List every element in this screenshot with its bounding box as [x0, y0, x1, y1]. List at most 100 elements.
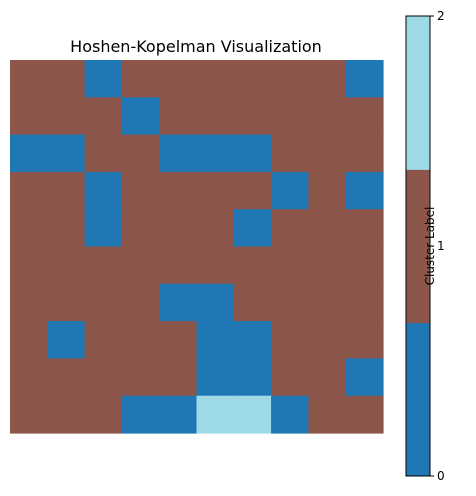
- heatmap-cell: [233, 321, 272, 359]
- heatmap-cell: [196, 246, 235, 285]
- heatmap-cell: [345, 209, 384, 248]
- heatmap-cell: [233, 97, 272, 136]
- heatmap-cell: [121, 246, 160, 285]
- heatmap-cell: [159, 171, 198, 210]
- heatmap-cell: [121, 97, 160, 136]
- heatmap-cell: [233, 171, 272, 210]
- heatmap-cell: [121, 209, 160, 248]
- colorbar-tick-label: 1: [437, 239, 445, 253]
- heatmap-cell: [345, 358, 384, 397]
- heatmap-cell: [196, 395, 235, 434]
- heatmap-grid: [10, 60, 384, 434]
- heatmap-cell: [233, 209, 272, 248]
- heatmap-cell: [345, 171, 384, 210]
- heatmap-cell: [308, 60, 347, 98]
- heatmap-cell: [271, 97, 309, 136]
- heatmap-cell: [121, 60, 160, 98]
- heatmap-cell: [271, 134, 309, 173]
- heatmap-cell: [308, 283, 347, 322]
- heatmap-cell: [196, 97, 235, 136]
- heatmap-cell: [345, 395, 384, 434]
- colorbar-tick-label: 2: [437, 9, 445, 23]
- colorbar-segment: [406, 322, 430, 477]
- heatmap-cell: [233, 395, 272, 434]
- heatmap-cell: [47, 97, 86, 136]
- heatmap-cell: [84, 60, 123, 98]
- heatmap-cell: [233, 134, 272, 173]
- heatmap-cell: [84, 358, 123, 397]
- heatmap-cell: [159, 246, 198, 285]
- heatmap-cell: [271, 395, 309, 434]
- heatmap-cell: [47, 395, 86, 434]
- colorbar-tick-label: 0: [437, 469, 445, 483]
- heatmap-cell: [159, 358, 198, 397]
- heatmap-cell: [10, 358, 48, 397]
- chart-title: Hoshen-Kopelman Visualization: [70, 37, 322, 56]
- heatmap-cell: [84, 283, 123, 322]
- heatmap-cell: [10, 171, 48, 210]
- colorbar-label: Cluster Label: [423, 207, 437, 286]
- heatmap-cell: [271, 209, 309, 248]
- heatmap-cell: [47, 283, 86, 322]
- heatmap-cell: [47, 171, 86, 210]
- heatmap-cell: [10, 283, 48, 322]
- heatmap-cell: [308, 395, 347, 434]
- heatmap-cell: [84, 209, 123, 248]
- heatmap-cell: [121, 134, 160, 173]
- heatmap-cell: [10, 60, 48, 98]
- heatmap-cell: [159, 395, 198, 434]
- heatmap-cell: [10, 134, 48, 173]
- heatmap-cell: [345, 97, 384, 136]
- heatmap-cell: [308, 171, 347, 210]
- colorbar-segment: [406, 169, 430, 324]
- colorbar: 0 1 2: [405, 9, 445, 483]
- heatmap-cell: [196, 283, 235, 322]
- heatmap-cell: [308, 97, 347, 136]
- heatmap-cell: [271, 321, 309, 359]
- heatmap-cell: [121, 321, 160, 359]
- heatmap-cell: [308, 358, 347, 397]
- heatmap-cell: [233, 283, 272, 322]
- heatmap-cell: [10, 395, 48, 434]
- heatmap-cell: [159, 321, 198, 359]
- heatmap-cell: [271, 283, 309, 322]
- heatmap-cell: [233, 246, 272, 285]
- heatmap-cell: [345, 246, 384, 285]
- heatmap-cell: [121, 395, 160, 434]
- heatmap-cell: [84, 97, 123, 136]
- heatmap-cell: [84, 246, 123, 285]
- heatmap-cell: [308, 209, 347, 248]
- heatmap-cell: [47, 321, 86, 359]
- heatmap-cell: [308, 321, 347, 359]
- heatmap-cell: [84, 171, 123, 210]
- heatmap-cell: [196, 171, 235, 210]
- heatmap-cell: [196, 134, 235, 173]
- heatmap-cell: [271, 246, 309, 285]
- heatmap-cell: [47, 134, 86, 173]
- heatmap-cell: [345, 321, 384, 359]
- heatmap-cell: [271, 60, 309, 98]
- heatmap-cell: [47, 60, 86, 98]
- heatmap-cell: [271, 171, 309, 210]
- heatmap-cell: [84, 321, 123, 359]
- heatmap-cell: [271, 358, 309, 397]
- heatmap-cell: [196, 209, 235, 248]
- heatmap-cell: [196, 321, 235, 359]
- colorbar-segment: [406, 16, 430, 170]
- heatmap-cell: [159, 134, 198, 173]
- heatmap-cell: [84, 395, 123, 434]
- heatmap-cell: [121, 171, 160, 210]
- heatmap-cell: [121, 283, 160, 322]
- heatmap-cell: [47, 246, 86, 285]
- heatmap-cell: [345, 283, 384, 322]
- heatmap-cell: [47, 209, 86, 248]
- heatmap-cell: [196, 60, 235, 98]
- heatmap-cell: [159, 60, 198, 98]
- heatmap-cell: [159, 97, 198, 136]
- heatmap-cell: [233, 60, 272, 98]
- heatmap-cell: [308, 134, 347, 173]
- heatmap-cell: [233, 358, 272, 397]
- heatmap-cell: [345, 134, 384, 173]
- heatmap-cell: [121, 358, 160, 397]
